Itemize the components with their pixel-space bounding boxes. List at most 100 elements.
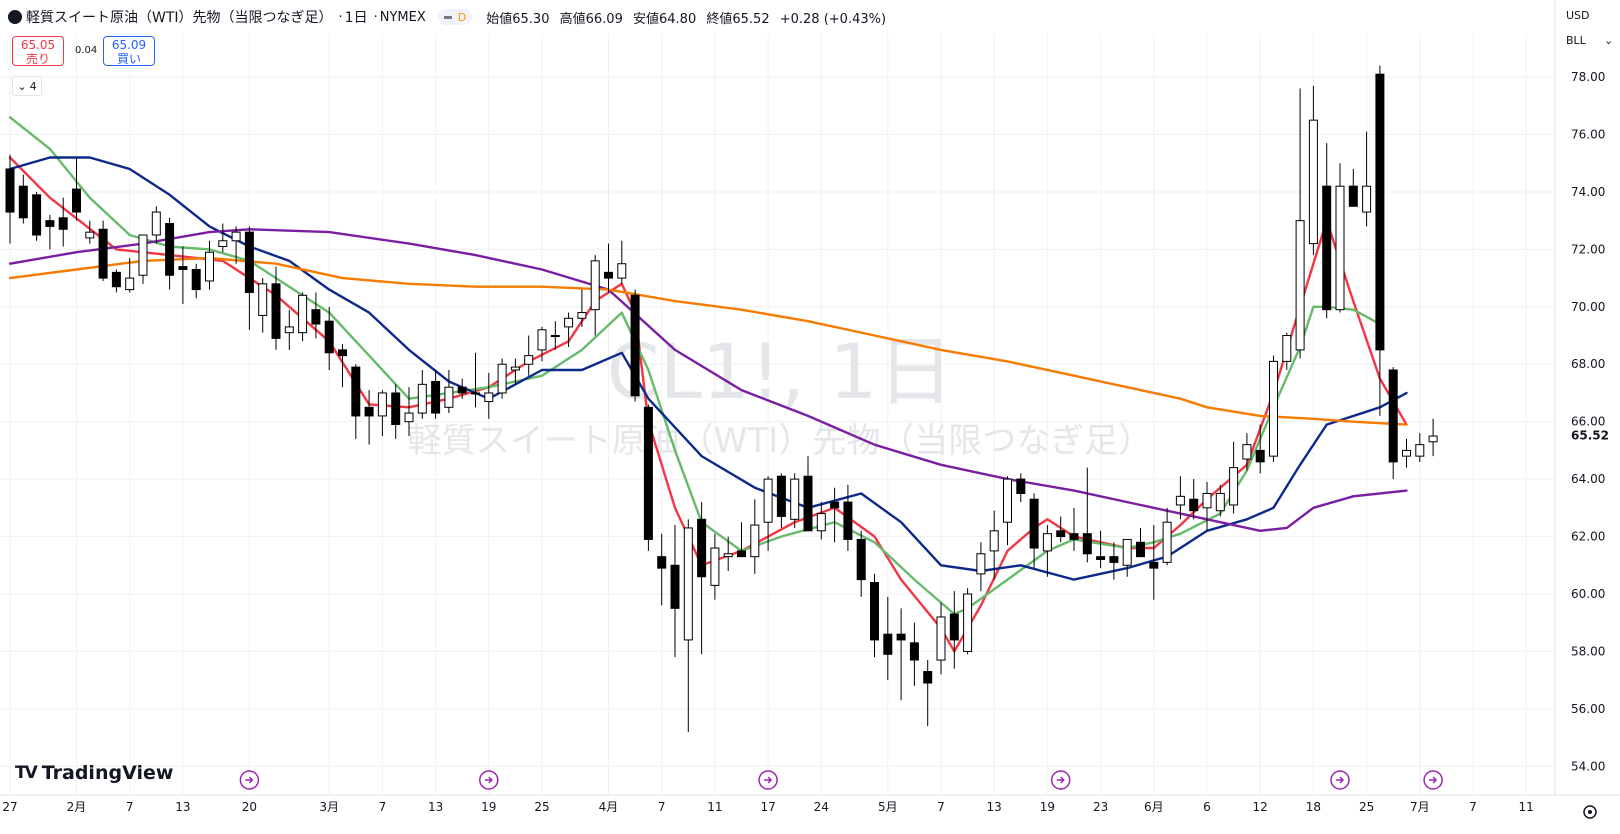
event-marker[interactable] (239, 770, 260, 790)
tradingview-logo[interactable]: TV TradingView (15, 762, 173, 784)
candle (750, 499, 760, 574)
time-tick-label: 3月 (319, 800, 339, 814)
candle (1016, 473, 1026, 503)
candle-body (5, 168, 15, 213)
candle (1096, 530, 1106, 569)
candle-body (790, 478, 800, 520)
moving-average-line (8, 156, 1408, 653)
candle (803, 456, 813, 532)
candle (1003, 476, 1012, 546)
indicators-toggle[interactable]: ⌄ 4 (12, 76, 42, 96)
candle-body (1202, 492, 1212, 509)
sell-label: 売り (25, 52, 50, 66)
candle-body (683, 527, 693, 641)
price-axis-background (1555, 0, 1620, 834)
oil-drop-icon (8, 10, 22, 24)
candle-body (843, 501, 853, 540)
price-tick-label: 72.00 (1571, 242, 1605, 256)
candle (444, 369, 454, 414)
candle (923, 660, 933, 727)
candle-body (138, 234, 148, 276)
candle (1295, 88, 1305, 359)
buy-price: 65.09 (111, 38, 147, 52)
candle-body (45, 220, 55, 227)
candle-body (1282, 335, 1292, 362)
candle (936, 602, 946, 675)
candle-body (431, 380, 441, 414)
separator-dot: · (338, 9, 343, 25)
candle (484, 372, 494, 419)
symbol-header[interactable]: 軽質スイート原油（WTI）先物（当限つなぎ足） · 1日 · NYMEX D 始… (8, 6, 892, 28)
candle (404, 387, 414, 437)
candle (338, 344, 347, 388)
time-tick-label: 7月 (1410, 800, 1430, 814)
candle (1229, 441, 1239, 514)
candle (1415, 433, 1425, 462)
candle (1149, 525, 1159, 600)
market-status-badge[interactable]: D (437, 9, 473, 25)
candle (85, 220, 95, 244)
time-tick-label: 25 (1359, 800, 1374, 814)
arrow-icon (1336, 776, 1345, 784)
candle (604, 243, 613, 293)
candle (5, 154, 15, 244)
time-tick-label: 7 (126, 800, 134, 814)
candle-body (1242, 444, 1252, 460)
time-tick-label: 13 (175, 800, 190, 814)
candle-body (404, 412, 414, 423)
candle-body (231, 231, 241, 242)
candle (737, 522, 746, 558)
time-tick-label: 23 (1093, 800, 1108, 814)
candle (510, 358, 520, 385)
candle-body (963, 593, 973, 652)
candle (1322, 143, 1332, 319)
event-marker[interactable] (758, 770, 778, 790)
event-marker[interactable] (1423, 770, 1443, 790)
candle-body (484, 392, 494, 403)
chevron-down-icon[interactable]: ⌄ (1604, 34, 1614, 47)
candle-body (205, 251, 214, 282)
candle (1348, 168, 1358, 207)
candle-body (856, 538, 866, 581)
currency-button[interactable]: USD (1566, 9, 1590, 22)
candle (1109, 542, 1119, 580)
candle (271, 266, 281, 350)
candle (1029, 493, 1039, 569)
candle (1202, 481, 1212, 531)
event-marker[interactable] (479, 770, 499, 790)
time-tick-label: 19 (1040, 800, 1055, 814)
price-tick-label: 78.00 (1571, 70, 1605, 84)
candle-body (298, 294, 308, 334)
buy-button[interactable]: 65.09 買い (103, 36, 155, 66)
time-tick-label: 13 (987, 800, 1002, 814)
candle-body (630, 294, 640, 397)
candle-body (391, 392, 401, 426)
event-marker[interactable] (1330, 770, 1350, 790)
unit-button[interactable]: BLL (1566, 34, 1586, 47)
time-axis-background (0, 795, 1620, 834)
candle (32, 191, 42, 241)
sell-button[interactable]: 65.05 売り (12, 36, 64, 66)
close-value: 65.52 (732, 11, 770, 27)
candle-body (1056, 530, 1066, 538)
exchange-label: NYMEX (379, 9, 426, 25)
candle-body (1428, 435, 1438, 443)
candle (98, 220, 108, 281)
ohlc-values: 始値65.30 高値66.09 安値64.80 終値65.52 +0.28 (+… (486, 8, 892, 27)
candle-body (524, 355, 534, 365)
candle-body (58, 217, 68, 230)
interval-label[interactable]: 1日 (344, 10, 368, 26)
symbol-name[interactable]: 軽質スイート原油（WTI）先物（当限つなぎ足） (26, 10, 333, 26)
candle (883, 596, 893, 681)
candle-body (338, 349, 347, 357)
candle-body (1362, 185, 1372, 213)
candle-body (776, 475, 786, 517)
candle-body (1069, 533, 1079, 540)
candle (896, 608, 906, 701)
candle (72, 157, 81, 221)
candle-body (98, 228, 108, 279)
candle-body (550, 335, 560, 338)
event-marker[interactable] (1050, 770, 1071, 790)
chart-settings-button[interactable] (1583, 805, 1597, 819)
